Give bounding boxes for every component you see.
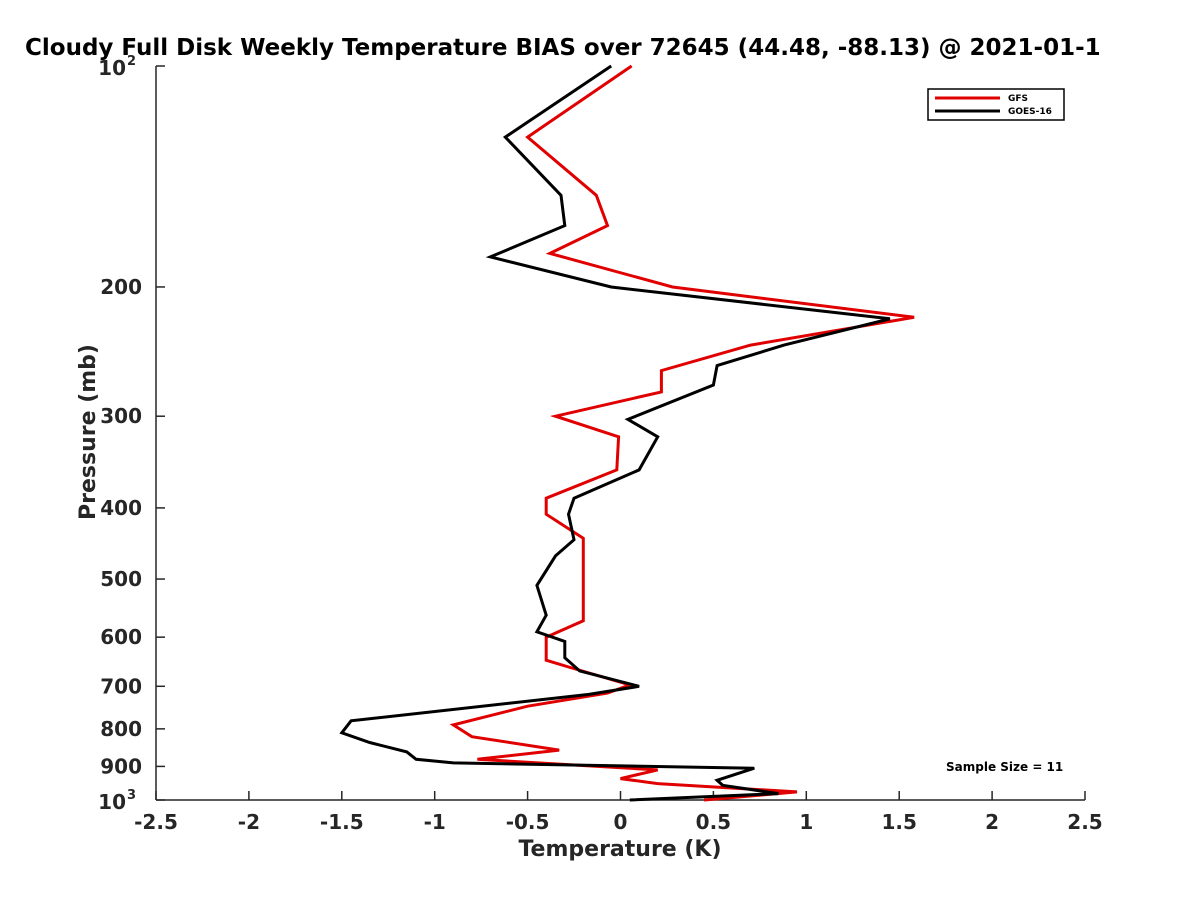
y-axis-label: Pressure (mb) (76, 344, 101, 520)
x-tick-label: 1.5 (881, 810, 916, 834)
y-tick-label: 300 (100, 404, 142, 428)
y-tick-label: 10 (98, 56, 126, 80)
x-tick-label: -1 (424, 810, 446, 834)
y-tick-label: 900 (100, 754, 142, 778)
legend: GFS GOES-16 (927, 88, 1065, 121)
y-tick-label: 500 (100, 567, 142, 591)
axis-ticks: -2.5 -2 -1.5 -1 -0.5 0 0.5 1 1.5 2 2.510 2200300400… (98, 54, 1103, 834)
y-tick-label: 400 (100, 496, 142, 520)
series-line-goes-16 (339, 64, 891, 802)
sample-size-annotation: Sample Size = 11 (946, 760, 1063, 774)
x-tick-label: -1.5 (320, 810, 364, 834)
y-tick-label: 10 (98, 790, 126, 814)
x-tick-label: -2 (238, 810, 260, 834)
series-line-gfs (449, 64, 915, 802)
y-tick-label: 800 (100, 717, 142, 741)
x-tick-label: -2.5 (134, 810, 178, 834)
y-tick-exponent: 2 (127, 54, 136, 69)
x-tick-label: 2.5 (1067, 810, 1102, 834)
x-tick-label: 0.5 (696, 810, 731, 834)
x-tick-label: -0.5 (506, 810, 550, 834)
y-tick-exponent: 3 (127, 788, 136, 803)
y-tick-label: 700 (100, 674, 142, 698)
x-axis-label: Temperature (K) (518, 837, 721, 862)
y-tick-label: 200 (100, 275, 142, 299)
x-tick-label: 2 (985, 810, 999, 834)
y-tick-label: 600 (100, 625, 142, 649)
legend-label: GFS (1008, 94, 1028, 104)
x-tick-label: 1 (799, 810, 813, 834)
x-tick-label: 0 (614, 810, 628, 834)
legend-label: GOES-16 (1008, 107, 1052, 117)
series-lines (339, 64, 915, 802)
legend-box (927, 88, 1065, 121)
chart-title: Cloudy Full Disk Weekly Temperature BIAS… (25, 35, 1101, 61)
